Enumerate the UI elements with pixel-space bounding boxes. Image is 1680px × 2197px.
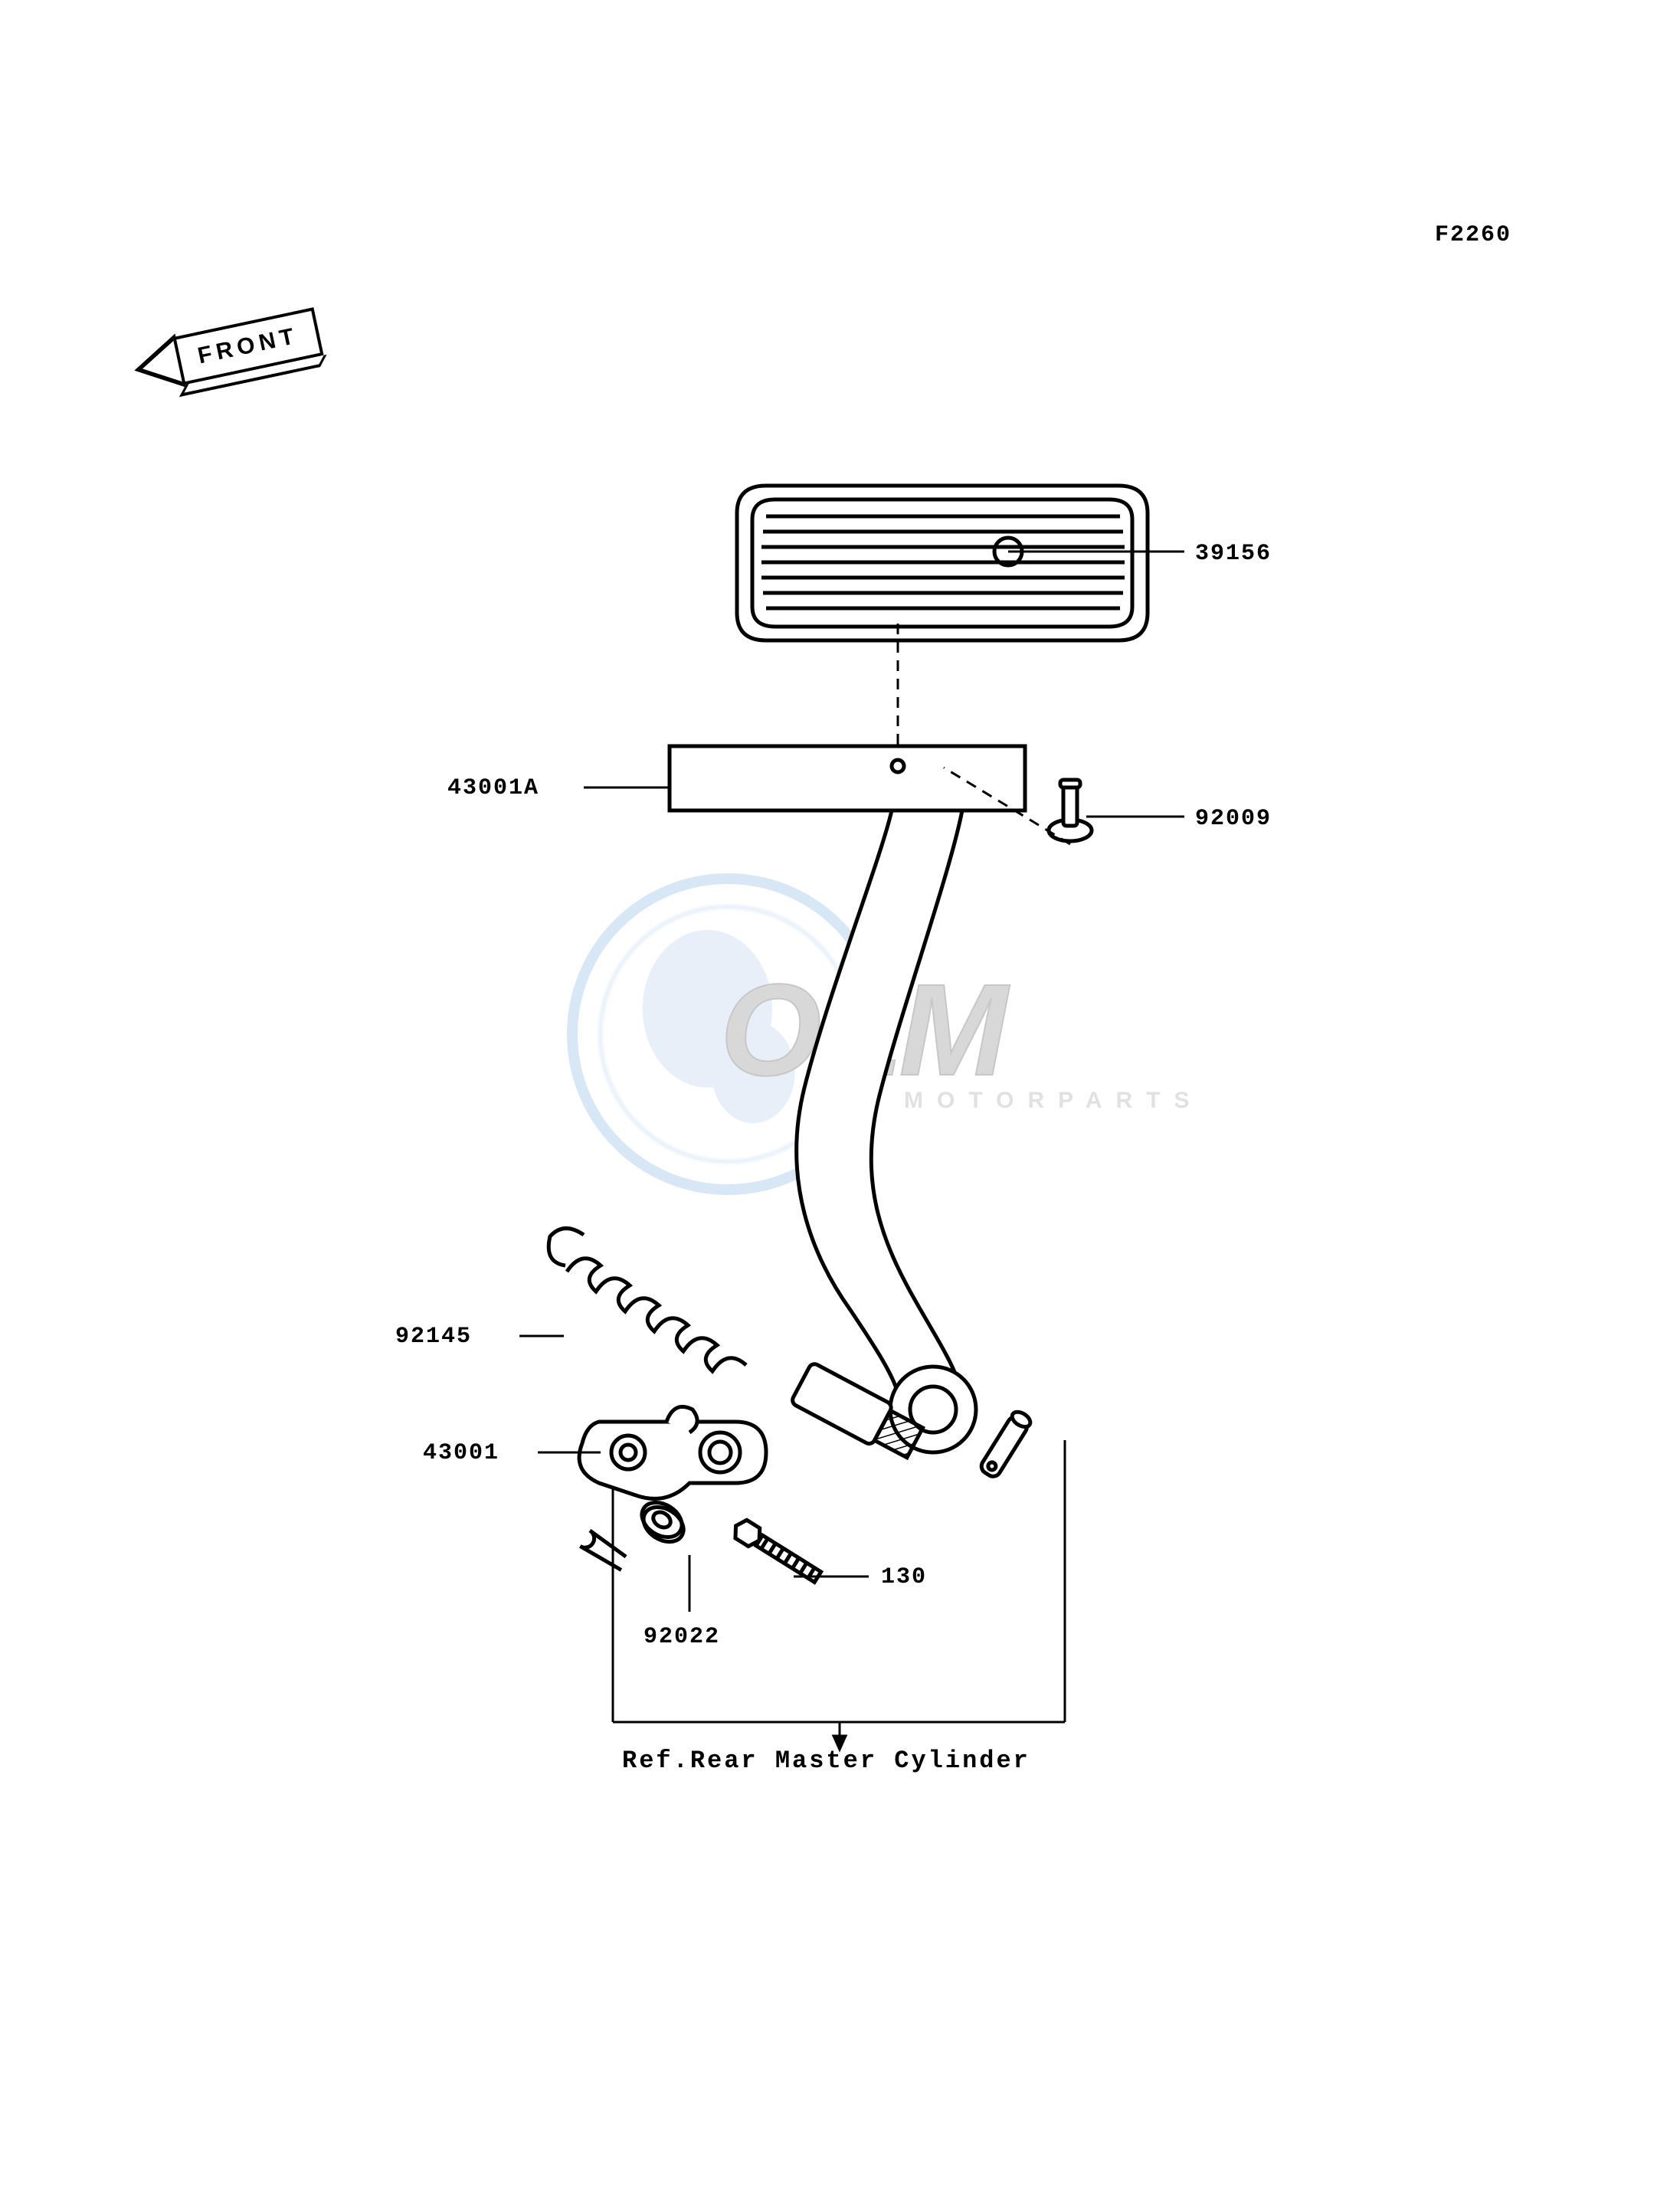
part-pedal-arm: [791, 810, 976, 1463]
part-cotter-pin: [580, 1531, 630, 1571]
exploded-view-svg: [0, 0, 1680, 2197]
callout-label: 92022: [644, 1624, 720, 1650]
callout-label: 43001A: [447, 775, 539, 801]
callout-label: 92009: [1195, 806, 1272, 832]
part-pedal-plate-43001A: [670, 746, 1025, 810]
part-clevis-pin: [978, 1409, 1033, 1479]
part-lever-bracket-43001: [579, 1406, 766, 1498]
callout-label: 43001: [423, 1440, 499, 1466]
part-pad-39156: [737, 486, 1148, 640]
part-washer-92022: [634, 1495, 692, 1549]
callout-label: 92145: [395, 1324, 472, 1350]
reference-text: Ref.Rear Master Cylinder: [622, 1747, 1030, 1775]
callout-label: 130: [881, 1564, 927, 1590]
callout-label: 39156: [1195, 541, 1272, 567]
diagram-canvas: F2260 FRONT OEM MOTORPARTS: [0, 0, 1680, 2197]
part-screw-92009: [1049, 780, 1092, 841]
